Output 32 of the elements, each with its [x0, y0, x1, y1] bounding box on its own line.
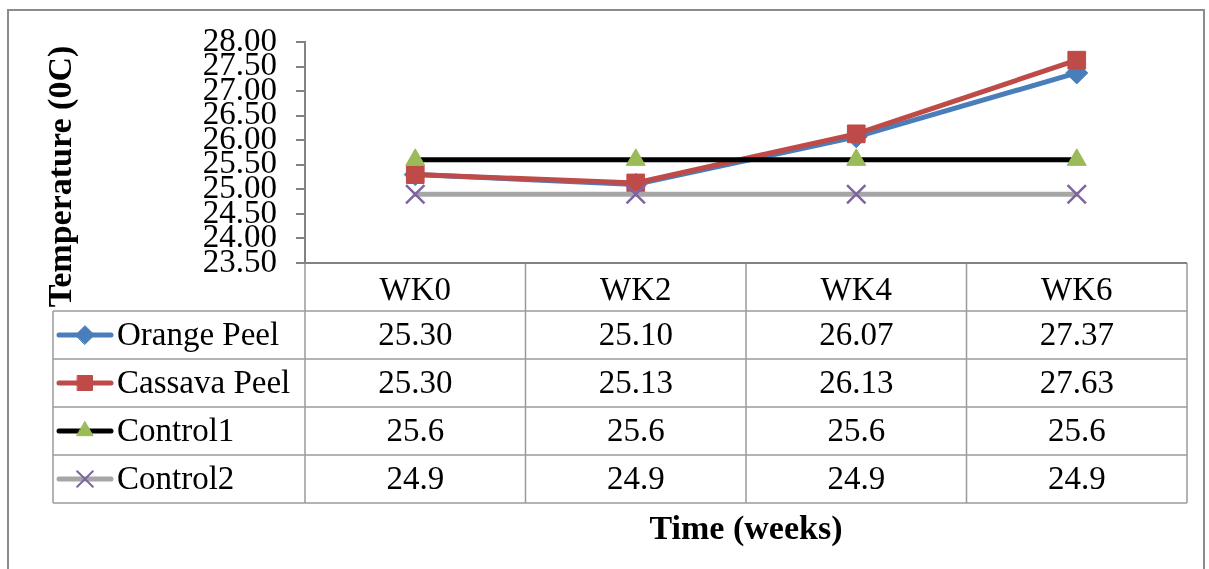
data-label: 24.9: [606, 459, 665, 496]
data-label: 25.10: [598, 315, 673, 352]
point: [404, 183, 426, 205]
y-axis-title: Temperature (0C): [40, 45, 79, 308]
data-label: 24.9: [1047, 459, 1106, 496]
data-label: 25.30: [378, 315, 453, 352]
text: Time (weeks): [649, 508, 843, 547]
data-label: 26.13: [819, 363, 894, 400]
x-tick-label: WK4: [820, 271, 892, 308]
x-tick-label: WK0: [379, 271, 451, 308]
data-label: 25.6: [606, 411, 665, 448]
data-label: 25.13: [598, 363, 673, 400]
legend-label: Control2: [117, 459, 235, 496]
point: [1067, 50, 1087, 70]
data-label: 25.6: [827, 411, 886, 448]
data-label: 24.9: [827, 459, 886, 496]
point: [846, 124, 866, 144]
x-tick-label: WK6: [1041, 271, 1113, 308]
legend-label: Control1: [117, 411, 235, 448]
point: [845, 183, 867, 205]
data-label: 25.6: [1047, 411, 1106, 448]
x-tick-label: WK2: [600, 271, 672, 308]
data-label: 27.37: [1039, 315, 1114, 352]
data-label: 24.9: [386, 459, 445, 496]
point: [1066, 183, 1088, 205]
data-label: 26.07: [819, 315, 894, 352]
data-label: 27.63: [1039, 363, 1114, 400]
point: [625, 183, 647, 205]
legend-label: Cassava Peel: [117, 363, 291, 400]
data-label: 25.6: [386, 411, 445, 448]
data-label: 25.30: [378, 363, 453, 400]
legend-label: Orange Peel: [117, 315, 280, 352]
